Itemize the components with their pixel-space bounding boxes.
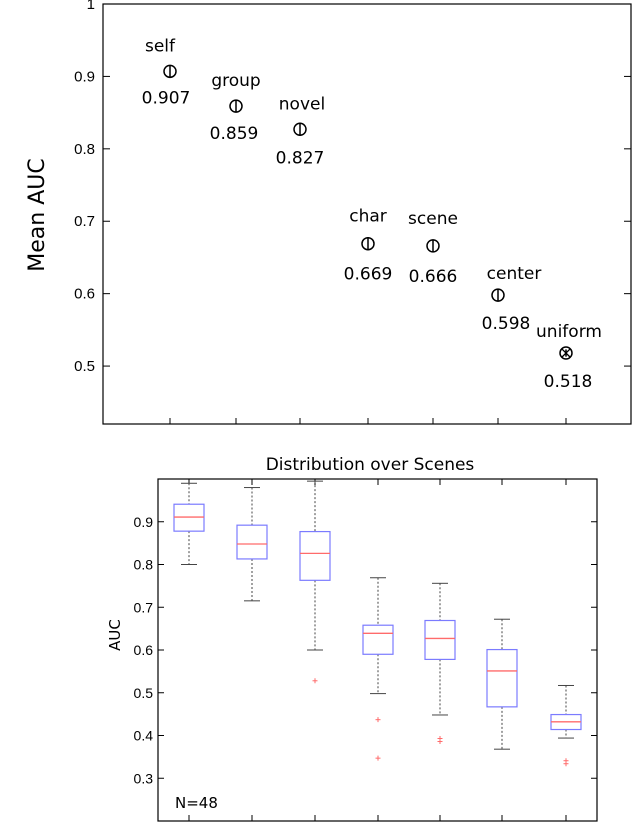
box-4 (362, 577, 394, 761)
point-value-label: 0.518 (544, 372, 593, 392)
point-name-label: self (145, 36, 176, 56)
mean-auc-point-self: self 0.907 (142, 36, 191, 108)
distribution-ylabel: AUC (106, 619, 124, 651)
point-value-label: 0.669 (344, 265, 393, 285)
box-iqr (424, 619, 456, 661)
distribution-chart: Distribution over Scenes AUC 0.90.80.70.… (106, 455, 598, 822)
point-marker (229, 99, 243, 113)
mean-auc-point-group: group 0.859 (210, 71, 261, 144)
point-name-label: group (211, 71, 260, 91)
mean-auc-ytick-label: 0.7 (74, 213, 95, 230)
mean-auc-point-char: char 0.669 (344, 207, 393, 285)
mean-auc-point-uniform: uniform 0.518 (536, 322, 602, 392)
mean-auc-ytick-label: 0.9 (74, 68, 95, 85)
mean-auc-xticks (169, 418, 567, 424)
mean-auc-chart: Mean AUC 1 0.9 0.8 0.7 0.6 0.5 self 0.907 group… (25, 0, 632, 425)
sample-size-note: N=48 (175, 794, 218, 812)
mean-auc-ytick-label: 0.8 (74, 141, 95, 158)
mean-auc-ylabel: Mean AUC (25, 158, 50, 271)
mean-auc-point-scene: scene 0.666 (408, 209, 458, 287)
box-6 (486, 618, 518, 750)
box-iqr (299, 530, 331, 581)
distribution-ytick-label: 0.9 (134, 514, 154, 530)
point-value-label: 0.827 (276, 148, 325, 168)
point-name-label: uniform (536, 322, 602, 342)
box-5 (424, 582, 456, 744)
point-name-label: scene (408, 209, 458, 229)
box-3 (299, 480, 331, 684)
mean-auc-ytick-label: 0.5 (74, 358, 95, 375)
point-value-label: 0.907 (142, 88, 191, 108)
mean-auc-ytick-label: 0.6 (74, 286, 95, 303)
box-2 (236, 487, 268, 602)
point-value-label: 0.666 (409, 267, 458, 287)
mean-auc-point-center: center 0.598 (482, 264, 542, 334)
box-iqr (362, 624, 394, 655)
distribution-plot-area (157, 478, 598, 822)
point-value-label: 0.859 (210, 124, 259, 144)
distribution-title: Distribution over Scenes (266, 455, 475, 475)
point-marker (559, 346, 573, 360)
box-iqr (486, 648, 518, 708)
box-1 (173, 482, 205, 565)
mean-auc-point-novel: novel 0.827 (276, 94, 326, 168)
mean-auc-plot-area (102, 3, 632, 425)
box-iqr (236, 524, 268, 560)
point-name-label: char (349, 207, 387, 227)
point-value-label: 0.598 (482, 314, 531, 334)
distribution-ytick-label: 0.4 (134, 728, 154, 744)
distribution-ytick-label: 0.3 (134, 770, 154, 786)
distribution-ytick-label: 0.8 (134, 557, 154, 573)
point-name-label: novel (279, 94, 325, 114)
distribution-ytick-label: 0.7 (134, 599, 154, 615)
distribution-ytick-label: 0.6 (134, 642, 154, 658)
box-7 (550, 684, 582, 767)
mean-auc-points: self 0.907 group 0.859 novel 0.827 char 0.669 sc… (142, 36, 602, 392)
distribution-boxes (173, 480, 582, 767)
distribution-yticks: 0.9 0.8 0.7 0.6 0.5 0.4 0.3 (134, 514, 597, 786)
mean-auc-yticks: 1 0.9 0.8 0.7 0.6 0.5 (74, 0, 631, 375)
point-marker (163, 64, 177, 79)
distribution-ytick-label: 0.5 (134, 685, 154, 701)
point-name-label: center (487, 264, 542, 284)
mean-auc-ytick-label: 1 (87, 0, 95, 13)
